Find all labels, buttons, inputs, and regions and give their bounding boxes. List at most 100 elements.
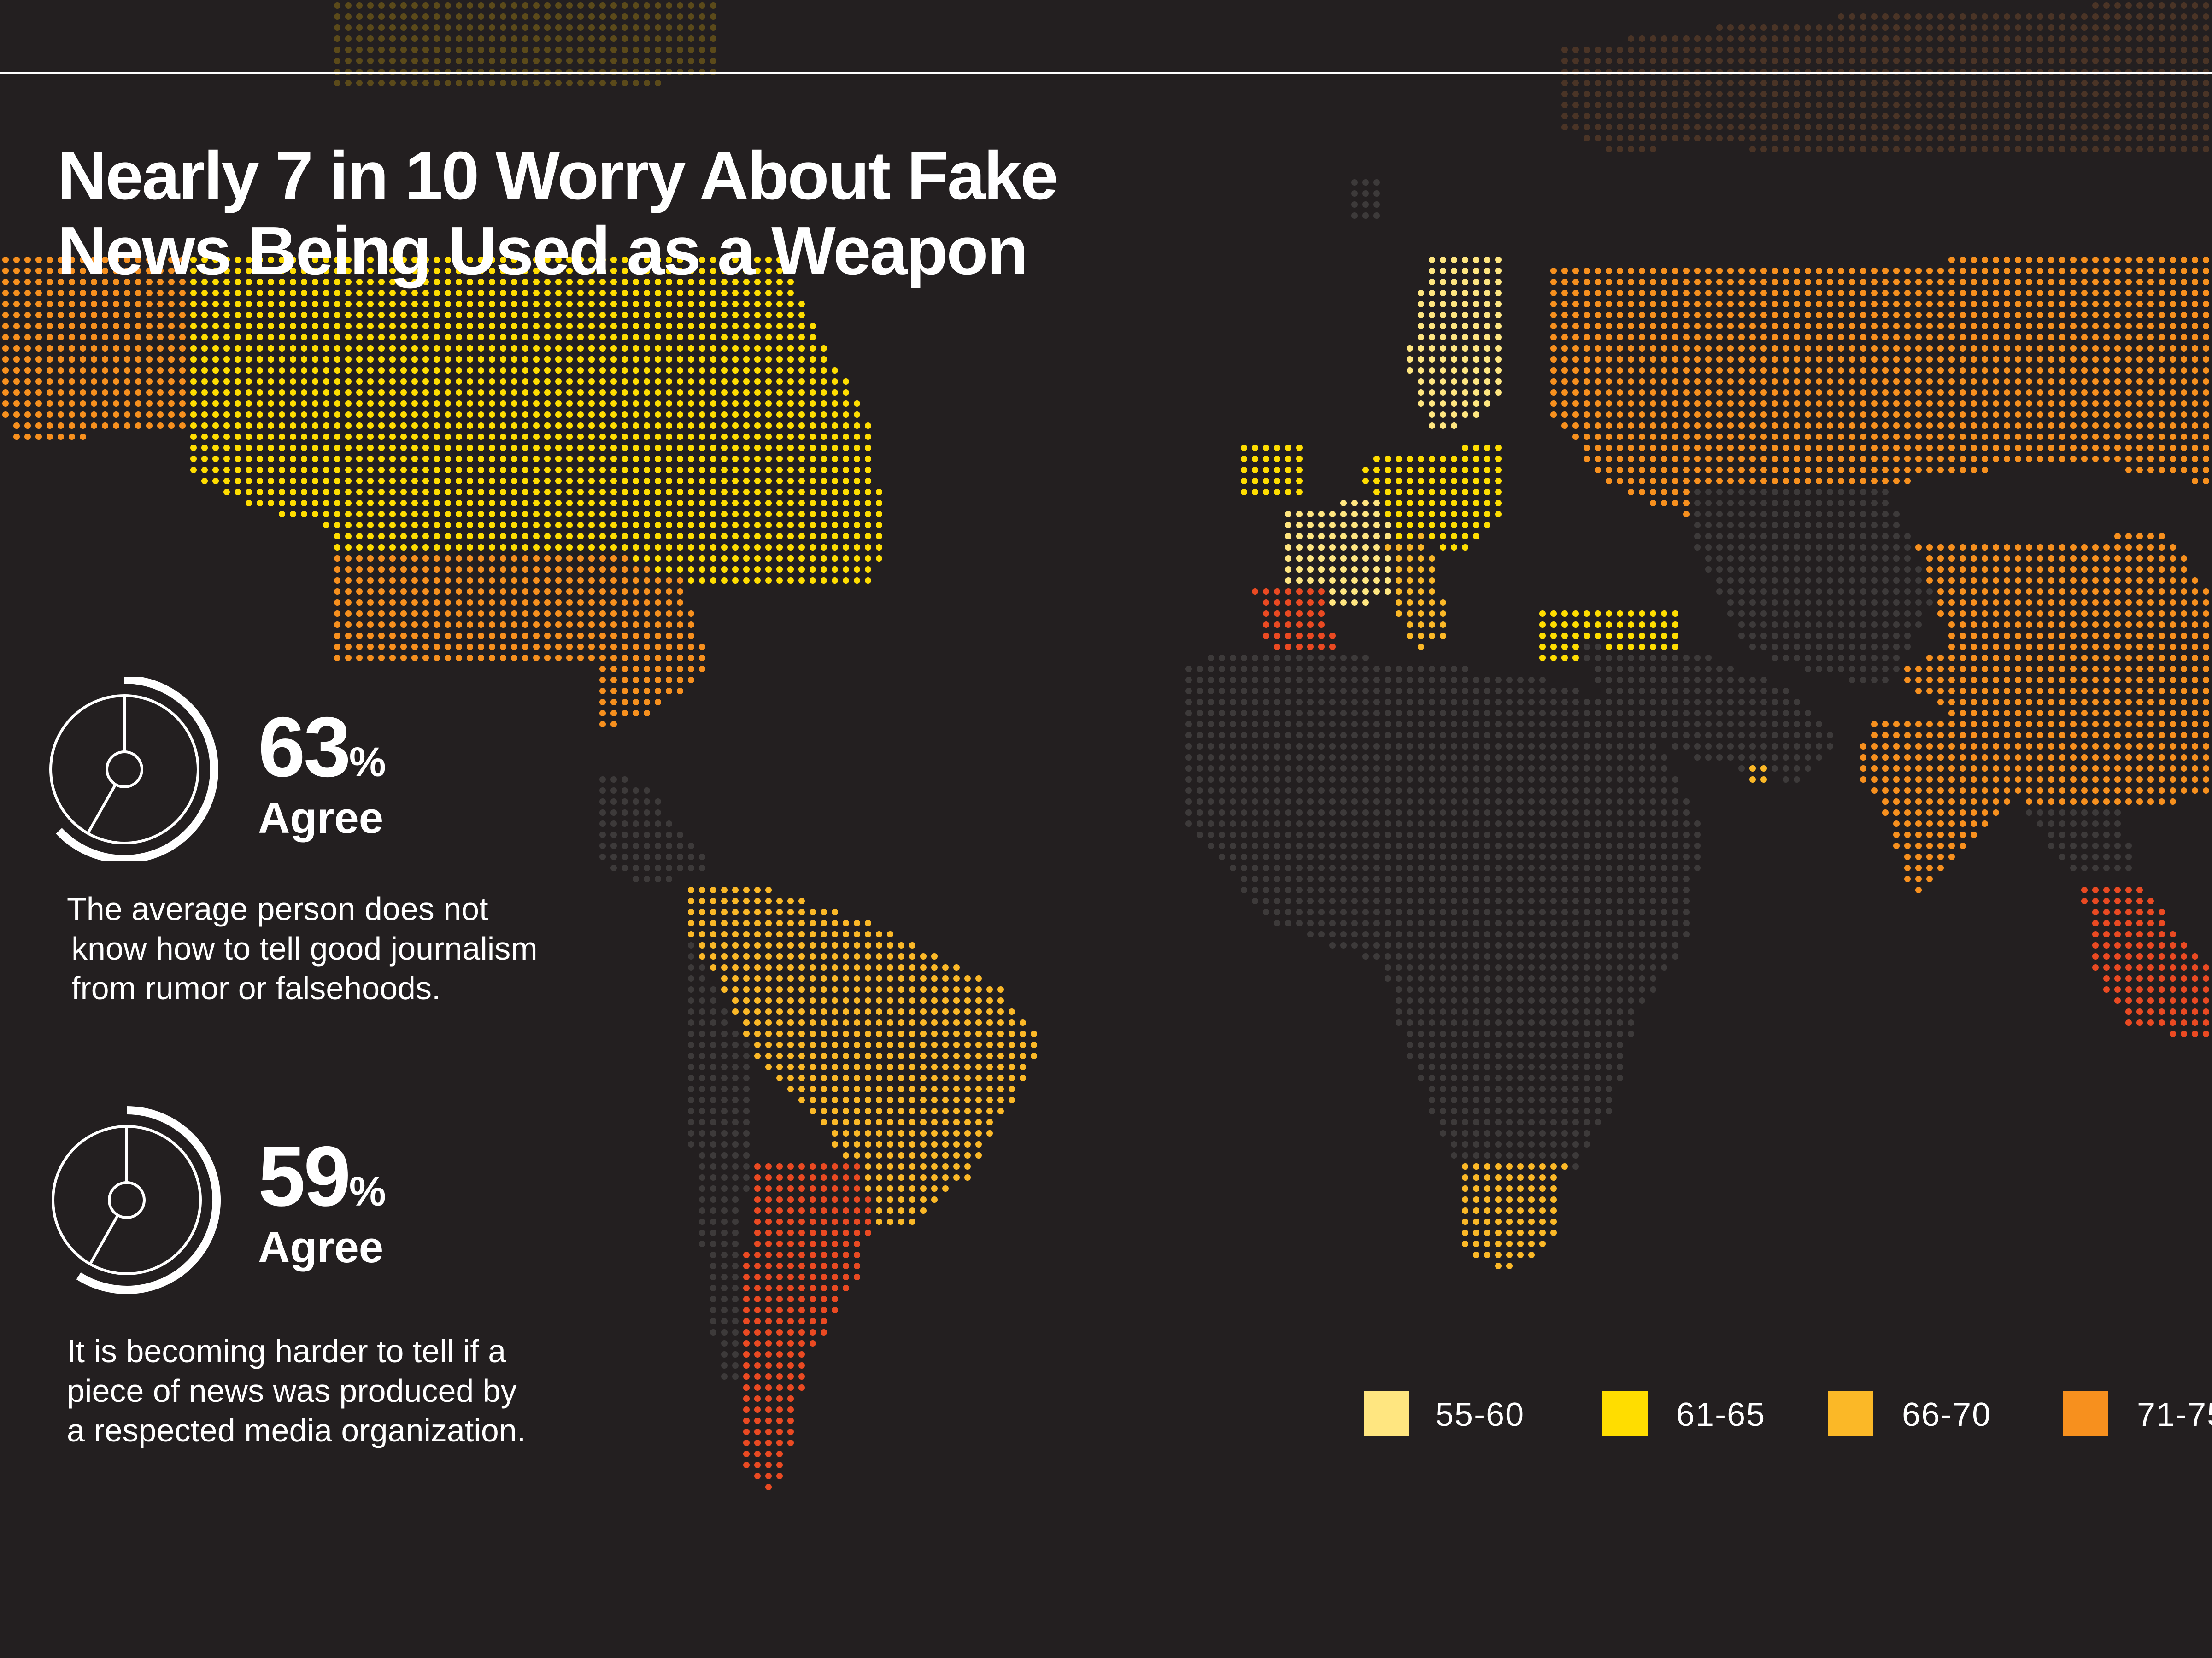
map-dot-germany bbox=[1407, 478, 1413, 484]
map-dot-canada bbox=[312, 411, 318, 418]
map-dot-russia bbox=[1860, 411, 1866, 418]
map-dot-canada bbox=[378, 279, 385, 285]
map-dot-canada bbox=[334, 378, 340, 385]
map-dot-russia bbox=[1760, 279, 1767, 285]
map-dot-canada bbox=[588, 279, 595, 285]
map-dot-china bbox=[1960, 544, 1966, 551]
map-dot-northern-siberia bbox=[1694, 58, 1701, 64]
map-dot-russia bbox=[2059, 445, 2065, 451]
map-dot-canada bbox=[389, 456, 396, 462]
map-dot-sweden bbox=[1473, 378, 1479, 385]
map-dot-russia bbox=[2181, 312, 2187, 318]
map-dot-russia bbox=[2015, 290, 2021, 296]
map-dot-canada bbox=[511, 456, 517, 462]
map-dot-russia bbox=[1960, 456, 1966, 462]
map-dot-russia bbox=[1584, 422, 1590, 429]
map-dot-northern-siberia bbox=[2147, 35, 2154, 42]
map-dot-canada bbox=[787, 378, 794, 385]
map-dot-russia bbox=[2092, 323, 2099, 329]
map-dot-russia bbox=[1849, 290, 1855, 296]
map-dot-russia bbox=[1561, 312, 1568, 318]
map-dot-northern-siberia bbox=[1749, 24, 1756, 31]
map-dot-siberia-band bbox=[1749, 146, 1756, 152]
map-dot-canada bbox=[798, 500, 805, 506]
map-dot-canada bbox=[190, 301, 197, 307]
map-dot-canada bbox=[190, 268, 197, 274]
map-dot-united-states bbox=[588, 566, 595, 573]
map-dot-central-asia bbox=[1827, 544, 1833, 551]
map-dot-canada bbox=[422, 367, 429, 374]
map-dot-russia bbox=[1683, 445, 1690, 451]
map-dot-canada bbox=[810, 478, 816, 484]
map-dot-canada bbox=[798, 511, 805, 517]
map-dot-russia bbox=[2203, 478, 2209, 484]
map-dot-russia bbox=[1926, 367, 1933, 374]
map-dot-canada bbox=[279, 257, 285, 263]
map-dot-canada bbox=[422, 434, 429, 440]
map-dot-sweden bbox=[1451, 323, 1457, 329]
map-dot-china bbox=[2092, 588, 2099, 595]
map-dot-canada bbox=[533, 445, 540, 451]
map-dot-canada bbox=[511, 533, 517, 539]
map-dot-russia bbox=[1772, 323, 1778, 329]
map-dot-russia bbox=[2081, 334, 2088, 340]
map-dot-russia bbox=[1904, 301, 1911, 307]
map-dot-arctic-north-america bbox=[677, 35, 683, 42]
map-dot-russia bbox=[1550, 367, 1557, 374]
map-dot-russia bbox=[1772, 356, 1778, 363]
map-dot-northern-siberia bbox=[1584, 80, 1590, 86]
map-dot-russia bbox=[2004, 257, 2010, 263]
map-dot-france bbox=[1296, 566, 1303, 573]
map-dot-russia bbox=[2092, 334, 2099, 340]
map-dot-russia bbox=[1993, 456, 1999, 462]
map-dot-russia bbox=[2192, 312, 2198, 318]
map-dot-central-asia bbox=[1772, 566, 1778, 573]
map-dot-northern-siberia bbox=[1628, 146, 1634, 152]
map-dot-canada bbox=[865, 577, 871, 584]
map-dot-canada bbox=[279, 367, 285, 374]
map-dot-russia bbox=[1661, 411, 1667, 418]
map-dot-siberia-band bbox=[1982, 102, 1988, 108]
map-dot-russia bbox=[1705, 400, 1712, 407]
map-dot-canada bbox=[434, 334, 440, 340]
map-dot-canada bbox=[798, 522, 805, 528]
map-dot-northern-siberia bbox=[1827, 24, 1833, 31]
map-dot-germany bbox=[1451, 478, 1457, 484]
map-dot-canada bbox=[356, 511, 363, 517]
map-dot-canada bbox=[599, 279, 606, 285]
map-dot-russia bbox=[1561, 367, 1568, 374]
map-dot-canada bbox=[389, 312, 396, 318]
map-dot-northern-siberia bbox=[2181, 80, 2187, 86]
map-dot-united-states bbox=[588, 610, 595, 617]
map-dot-canada bbox=[411, 478, 418, 484]
map-dot-russia bbox=[1705, 367, 1712, 374]
map-dot-alaska bbox=[91, 312, 97, 318]
map-dot-central-asia bbox=[1838, 544, 1844, 551]
map-dot-alaska bbox=[102, 356, 108, 363]
map-dot-arctic-north-america bbox=[456, 80, 462, 86]
map-dot-canada bbox=[378, 544, 385, 551]
map-dot-northern-siberia bbox=[1738, 35, 1745, 42]
map-dot-russia bbox=[1937, 411, 1944, 418]
map-dot-china bbox=[2026, 577, 2032, 584]
map-dot-northern-siberia bbox=[1584, 113, 1590, 119]
map-dot-canada bbox=[555, 268, 562, 274]
map-dot-canada bbox=[478, 356, 484, 363]
map-dot-canada bbox=[743, 268, 750, 274]
map-dot-alaska bbox=[24, 356, 31, 363]
map-dot-canada bbox=[411, 367, 418, 374]
map-dot-central-asia bbox=[1827, 588, 1833, 595]
map-dot-russia bbox=[2136, 323, 2143, 329]
map-dot-russia bbox=[1915, 400, 1922, 407]
map-dot-canada bbox=[478, 478, 484, 484]
map-dot-united-kingdom bbox=[1252, 456, 1258, 462]
map-dot-siberia-band bbox=[1871, 146, 1878, 152]
map-dot-canada bbox=[732, 411, 739, 418]
map-dot-canada bbox=[776, 467, 783, 473]
map-dot-united-states bbox=[533, 588, 540, 595]
map-dot-canada bbox=[677, 268, 683, 274]
map-dot-canada bbox=[367, 268, 374, 274]
map-dot-russia bbox=[1915, 434, 1922, 440]
map-dot-russia bbox=[1937, 323, 1944, 329]
map-dot-arctic-north-america bbox=[489, 2, 495, 9]
